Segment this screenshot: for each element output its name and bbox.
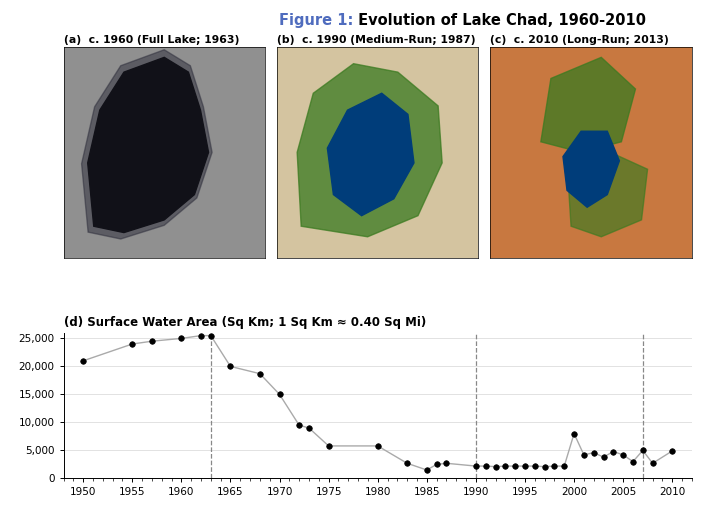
Text: Figure 1:: Figure 1: [279, 12, 353, 28]
Polygon shape [82, 50, 212, 239]
Text: (b)  c. 1990 (Medium-Run; 1987): (b) c. 1990 (Medium-Run; 1987) [277, 35, 476, 45]
Text: (d) Surface Water Area (Sq Km; 1 Sq Km ≈ 0.40 Sq Mi): (d) Surface Water Area (Sq Km; 1 Sq Km ≈… [64, 316, 426, 329]
Text: (a)  c. 1960 (Full Lake; 1963): (a) c. 1960 (Full Lake; 1963) [64, 35, 239, 45]
Polygon shape [88, 57, 208, 232]
Polygon shape [297, 63, 442, 237]
Polygon shape [541, 57, 635, 152]
Text: (c)  c. 2010 (Long-Run; 2013): (c) c. 2010 (Long-Run; 2013) [491, 35, 669, 45]
Text: Evolution of Lake Chad, 1960-2010: Evolution of Lake Chad, 1960-2010 [353, 12, 646, 28]
Polygon shape [328, 93, 414, 216]
Polygon shape [567, 148, 647, 237]
Polygon shape [563, 131, 619, 207]
